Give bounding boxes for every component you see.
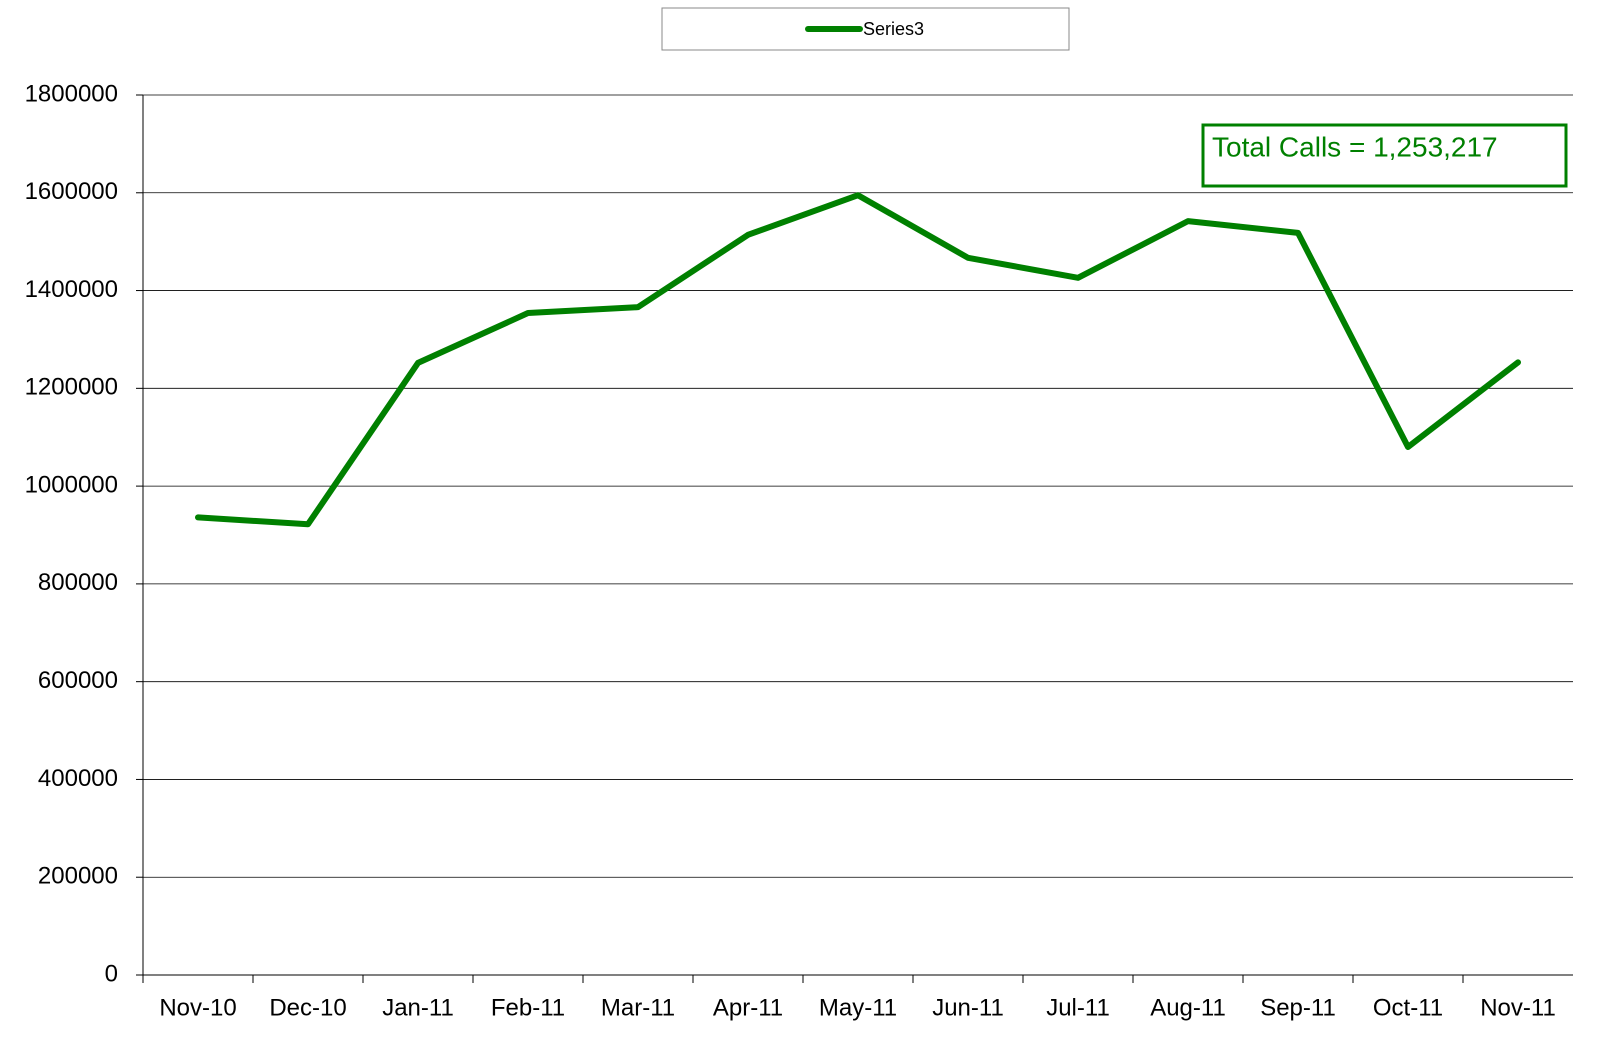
- y-tick-label: 1800000: [25, 80, 118, 107]
- legend-box: [661, 7, 1070, 51]
- x-tick-label: Dec-10: [269, 994, 346, 1021]
- y-tick-label: 400000: [38, 765, 118, 792]
- y-tick-label: 600000: [38, 667, 118, 694]
- x-tick-label: Nov-10: [159, 994, 236, 1021]
- x-tick-label: Sep-11: [1260, 994, 1336, 1021]
- x-tick-label: Aug-11: [1150, 994, 1226, 1021]
- x-tick-label: Jan-11: [382, 994, 454, 1021]
- x-tick-label: May-11: [819, 994, 897, 1021]
- x-tick-label: Jul-11: [1046, 994, 1110, 1021]
- y-tick-label: 1000000: [25, 471, 118, 498]
- x-tick-label: Jun-11: [932, 994, 1004, 1021]
- x-tick-label: Apr-11: [713, 994, 783, 1021]
- y-tick-label: 200000: [38, 863, 118, 890]
- y-tick-label: 1200000: [25, 374, 118, 401]
- y-tick-label: 0: [105, 960, 118, 987]
- x-tick-label: Oct-11: [1373, 994, 1443, 1021]
- annotation: Total Calls = 1,253,217: [1212, 131, 1498, 162]
- y-tick-label: 1400000: [25, 276, 118, 303]
- y-tick-label: 800000: [38, 569, 118, 596]
- legend-label: Series3: [863, 19, 924, 39]
- annotation-box: [1201, 123, 1568, 188]
- y-tick-label: 1600000: [25, 178, 118, 205]
- line: [195, 192, 1521, 528]
- x-tick-label: Mar-11: [601, 994, 675, 1021]
- x-tick-label: Nov-11: [1480, 994, 1556, 1021]
- x-tick-label: Feb-11: [491, 994, 565, 1021]
